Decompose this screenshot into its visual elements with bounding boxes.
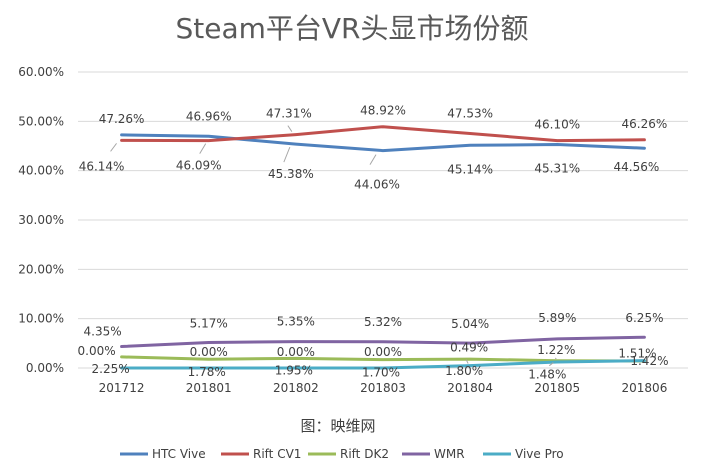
y-axis-ticks: 0.00% 10.00% 20.00% 30.00% 40.00% 50.00% 60.00… bbox=[18, 65, 64, 375]
data-label: 48.92% bbox=[360, 104, 406, 118]
data-label: 46.14% bbox=[79, 159, 125, 173]
chart-title: Steam平台VR头显市场份额 bbox=[175, 12, 528, 45]
y-tick-label: 10.00% bbox=[18, 312, 64, 326]
leader-line bbox=[369, 154, 377, 165]
series-line bbox=[120, 359, 646, 370]
x-tick-label: 201803 bbox=[360, 381, 406, 395]
x-tick-label: 201805 bbox=[534, 381, 580, 395]
legend: HTC Vive Rift CV1 Rift DK2 WMR Vive Pro bbox=[120, 447, 564, 461]
leader-line bbox=[554, 357, 557, 360]
data-label: 1.95% bbox=[275, 363, 313, 377]
series-lines bbox=[120, 125, 646, 370]
data-label: 45.31% bbox=[534, 161, 580, 175]
data-label: 46.09% bbox=[176, 159, 222, 173]
data-label: 2.25% bbox=[92, 362, 130, 376]
legend-label: HTC Vive bbox=[152, 447, 206, 461]
y-tick-label: 30.00% bbox=[18, 213, 64, 227]
data-label: 5.89% bbox=[538, 311, 576, 325]
data-label: 0.00% bbox=[190, 345, 228, 359]
leader-line bbox=[287, 125, 293, 132]
data-label: 6.25% bbox=[625, 311, 663, 325]
data-label: 0.00% bbox=[277, 345, 315, 359]
data-label: 1.42% bbox=[630, 354, 668, 368]
data-label: 44.56% bbox=[614, 160, 660, 174]
source-note: 图：映维网 bbox=[300, 417, 375, 435]
x-axis-ticks: 201712 201801 201802 201803 201804 201805 2018… bbox=[99, 381, 668, 395]
data-label: 47.26% bbox=[99, 112, 145, 126]
data-label: 47.53% bbox=[447, 107, 493, 121]
data-label: 0.49% bbox=[450, 341, 488, 355]
data-label: 44.06% bbox=[354, 178, 400, 192]
y-tick-label: 20.00% bbox=[18, 262, 64, 276]
data-label: 1.48% bbox=[528, 368, 566, 382]
legend-label: WMR bbox=[434, 447, 465, 461]
data-label: 1.70% bbox=[362, 366, 400, 380]
series-line bbox=[120, 133, 646, 153]
data-label: 1.78% bbox=[188, 365, 226, 379]
leader-line bbox=[548, 362, 554, 367]
data-labels: 47.26% 46.96% 45.38% 44.06% 45.14% 45.31% 44.5… bbox=[78, 104, 669, 382]
x-tick-label: 201804 bbox=[447, 381, 493, 395]
x-tick-label: 201806 bbox=[622, 381, 668, 395]
data-label: 0.00% bbox=[78, 344, 116, 358]
data-label: 1.22% bbox=[537, 343, 575, 357]
leader-line bbox=[283, 146, 291, 163]
data-label: 5.32% bbox=[364, 315, 402, 329]
data-label: 45.38% bbox=[268, 167, 314, 181]
data-label: 5.17% bbox=[190, 316, 228, 330]
data-label: 46.96% bbox=[186, 109, 232, 123]
series-line bbox=[120, 335, 646, 348]
grid bbox=[78, 71, 688, 369]
legend-label: Rift DK2 bbox=[340, 447, 389, 461]
data-label: 5.35% bbox=[277, 315, 315, 329]
data-label: 45.14% bbox=[447, 162, 493, 176]
data-label: 47.31% bbox=[266, 107, 312, 121]
legend-label: Vive Pro bbox=[515, 447, 564, 461]
data-label: 4.35% bbox=[84, 325, 122, 339]
leader-line bbox=[199, 143, 207, 154]
y-tick-label: 60.00% bbox=[18, 65, 64, 79]
data-label: 46.26% bbox=[622, 117, 668, 131]
y-tick-label: 40.00% bbox=[18, 164, 64, 178]
data-label: 46.10% bbox=[534, 118, 580, 132]
leader-line bbox=[110, 143, 117, 152]
x-tick-label: 201801 bbox=[186, 381, 232, 395]
legend-label: Rift CV1 bbox=[253, 447, 301, 461]
x-tick-label: 201712 bbox=[99, 381, 145, 395]
y-tick-label: 0.00% bbox=[26, 361, 64, 375]
y-tick-label: 50.00% bbox=[18, 114, 64, 128]
data-label: 1.80% bbox=[445, 364, 483, 378]
data-label: 1.51% bbox=[618, 347, 656, 361]
data-label: 5.04% bbox=[451, 317, 489, 331]
series-line bbox=[120, 125, 646, 143]
leader-line bbox=[465, 359, 469, 364]
data-label: 0.00% bbox=[364, 345, 402, 359]
x-tick-label: 201802 bbox=[273, 381, 319, 395]
